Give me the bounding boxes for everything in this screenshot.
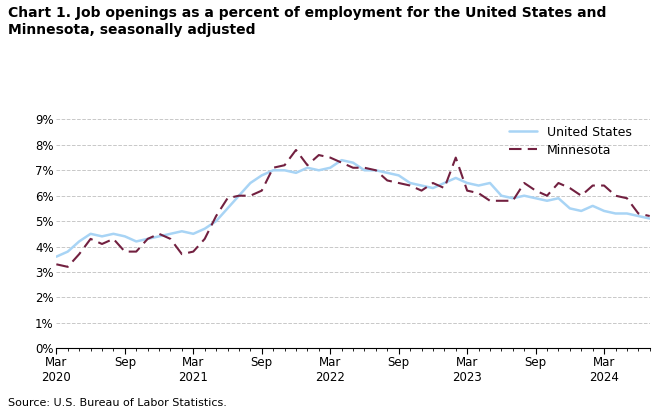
United States: [212, 219, 220, 224]
Text: Source: U.S. Bureau of Labor Statistics.: Source: U.S. Bureau of Labor Statistics.: [8, 398, 227, 408]
United States: [646, 216, 654, 221]
Line: United States: United States: [56, 160, 650, 257]
Line: Minnesota: Minnesota: [56, 150, 650, 267]
Minnesota: [418, 188, 426, 193]
United States: [52, 254, 60, 259]
Legend: United States, Minnesota: United States, Minnesota: [509, 126, 632, 157]
Minnesota: [429, 180, 437, 185]
Minnesota: [532, 188, 540, 193]
Minnesota: [292, 147, 300, 152]
Minnesota: [223, 196, 231, 201]
Minnesota: [64, 265, 72, 269]
United States: [440, 180, 448, 185]
United States: [520, 193, 528, 198]
Minnesota: [52, 262, 60, 267]
Text: Chart 1. Job openings as a percent of employment for the United States and: Chart 1. Job openings as a percent of em…: [8, 6, 607, 20]
Minnesota: [452, 155, 459, 160]
United States: [406, 180, 414, 185]
Minnesota: [463, 188, 471, 193]
United States: [589, 204, 597, 208]
Text: Minnesota, seasonally adjusted: Minnesota, seasonally adjusted: [8, 23, 255, 37]
United States: [337, 158, 345, 163]
United States: [418, 183, 426, 188]
Minnesota: [646, 213, 654, 218]
